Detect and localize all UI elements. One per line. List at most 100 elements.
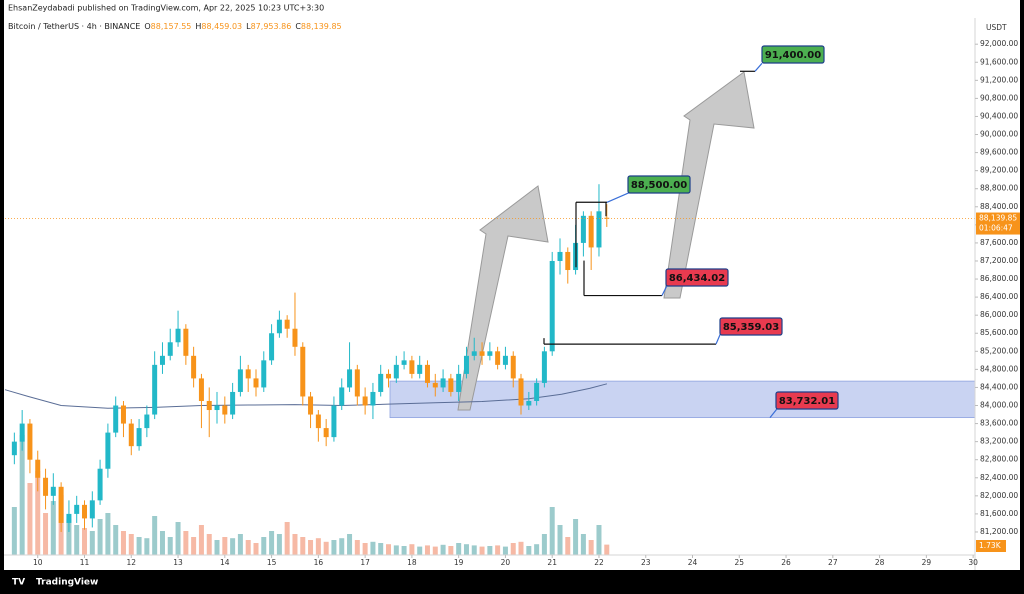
callout-label: 83,732.01	[779, 396, 835, 407]
volume-bar	[518, 541, 524, 555]
y-tick-label: 86,400.00	[980, 292, 1018, 301]
plot: 91,400.00 88,500.00 86,434.02 85,359.03 83,7…	[4, 45, 975, 555]
volume-bar	[479, 546, 485, 555]
volume-bar	[393, 545, 399, 555]
candle-body	[424, 364, 430, 383]
candle-body	[448, 378, 454, 392]
legend-value: 88,139.85	[301, 22, 342, 31]
volume-bar	[136, 537, 142, 555]
candle-body	[43, 477, 49, 496]
candle-body	[393, 364, 399, 379]
candle-body	[183, 328, 189, 356]
volume-bar	[82, 528, 88, 555]
candle-body	[89, 500, 95, 519]
callout-label: 86,434.02	[669, 273, 725, 284]
candle-body	[347, 369, 353, 388]
volume-bar	[495, 545, 501, 555]
callout-label: 91,400.00	[765, 50, 821, 61]
candle-body	[502, 355, 508, 365]
volume-bar	[74, 525, 80, 555]
volume-bar	[97, 519, 103, 555]
x-tick-label: 28	[875, 558, 885, 567]
volume-bar	[440, 544, 446, 555]
y-tick-label: 85,200.00	[980, 346, 1018, 355]
volume-bar	[245, 540, 251, 555]
volume-bar	[206, 534, 212, 555]
candle-body	[518, 378, 524, 406]
volume-bar	[534, 544, 540, 555]
candle-body	[74, 504, 80, 514]
candle-body	[557, 251, 563, 261]
candle-body	[565, 251, 571, 271]
y-tick-label: 89,600.00	[980, 148, 1018, 157]
candle-body	[331, 405, 337, 438]
candle-body	[534, 382, 540, 401]
volume-bar	[339, 538, 345, 555]
countdown: 01:06:47	[979, 224, 1013, 233]
volume-bar	[315, 538, 321, 555]
volume-bar	[502, 546, 508, 555]
y-tick-label: 88,800.00	[980, 184, 1018, 193]
y-tick-label: 90,800.00	[980, 93, 1018, 102]
y-tick-label: 87,600.00	[980, 238, 1018, 247]
volume-bar	[159, 531, 165, 555]
candle-body	[541, 351, 547, 383]
x-tick-label: 29	[922, 558, 932, 567]
x-tick-label: 25	[735, 558, 745, 567]
volume-tag	[976, 540, 1006, 552]
volume-bar	[276, 534, 282, 555]
candle-body	[11, 441, 17, 456]
volume-bar	[300, 537, 306, 555]
brand: TradingView	[36, 578, 98, 588]
volume-bar	[456, 543, 462, 555]
volume-bar	[43, 513, 49, 555]
volume-bar	[526, 546, 532, 555]
candle-body	[354, 369, 360, 397]
y-tick-label: 84,400.00	[980, 382, 1018, 391]
candle-body	[604, 217, 610, 219]
volume-bar	[557, 525, 563, 555]
volume-bar	[191, 537, 197, 555]
volume-bar	[432, 546, 438, 555]
x-tick-label: 21	[547, 558, 557, 567]
volume-bar	[588, 540, 594, 555]
candle-body	[214, 405, 220, 411]
candle-body	[432, 382, 438, 388]
last-price-label: 88,139.85	[979, 214, 1017, 223]
x-tick-label: 18	[407, 558, 417, 567]
candle-body	[417, 364, 423, 374]
candle-body	[526, 400, 532, 406]
volume-bar	[269, 531, 275, 555]
volume-bar	[167, 537, 173, 555]
volume-bar	[253, 543, 259, 555]
candle-body	[284, 319, 290, 329]
candle-body	[308, 396, 314, 415]
volume-bar	[50, 501, 56, 555]
volume-bar	[370, 541, 376, 555]
x-tick-label: 12	[127, 558, 137, 567]
volume-bar	[230, 538, 236, 555]
volume-bar	[120, 531, 126, 555]
volume-bar	[152, 516, 158, 555]
x-tick-label: 13	[173, 558, 183, 567]
legend-value: 88,459.03	[201, 22, 242, 31]
y-tick-label: 89,200.00	[980, 166, 1018, 175]
callout-box	[775, 391, 839, 410]
candle-body	[315, 414, 321, 429]
callout-box	[665, 268, 729, 287]
y-tick-label: 86,000.00	[980, 310, 1018, 319]
candle-body	[19, 423, 25, 442]
x-tick-label: 20	[501, 558, 511, 567]
candle-body	[58, 486, 64, 523]
support-zone	[389, 380, 976, 419]
currency: USDT	[986, 23, 1007, 32]
volume-bar	[308, 540, 314, 555]
candle-body	[549, 260, 555, 352]
volume-bar	[35, 471, 41, 555]
y-tick-label: 87,200.00	[980, 256, 1018, 265]
moving-average	[4, 383, 608, 409]
volume-bar	[11, 507, 17, 555]
candle-body	[339, 387, 345, 406]
volume-bar	[541, 534, 547, 555]
volume-bar	[510, 543, 516, 555]
